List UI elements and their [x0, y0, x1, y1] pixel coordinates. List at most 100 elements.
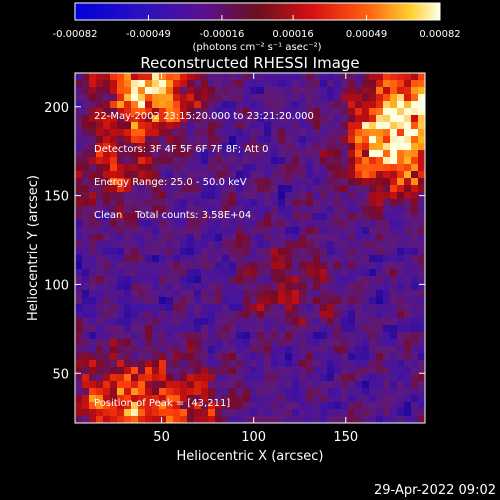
heatmap-cell: [208, 234, 216, 242]
heatmap-cell: [250, 192, 258, 200]
heatmap-cell: [376, 374, 384, 382]
heatmap-cell: [152, 206, 160, 214]
heatmap-cell: [341, 374, 349, 382]
heatmap-cell: [131, 290, 139, 298]
heatmap-cell: [215, 122, 223, 130]
heatmap-cell: [327, 143, 335, 151]
heatmap-cell: [96, 276, 104, 284]
heatmap-cell: [411, 276, 419, 284]
heatmap-cell: [376, 395, 384, 403]
heatmap-cell: [222, 311, 230, 319]
heatmap-cell: [208, 185, 216, 193]
heatmap-cell: [334, 80, 342, 88]
heatmap-cell: [397, 290, 405, 298]
heatmap-cell: [222, 101, 230, 109]
heatmap-cell: [264, 276, 272, 284]
heatmap-cell: [173, 227, 181, 235]
heatmap-cell: [173, 283, 181, 291]
heatmap-cell: [327, 402, 335, 410]
heatmap-cell: [292, 269, 300, 277]
heatmap-cell: [292, 213, 300, 221]
heatmap-cell: [166, 290, 174, 298]
heatmap-cell: [341, 206, 349, 214]
heatmap-cell: [299, 255, 307, 263]
colorbar-tick-label: -0.00016: [199, 29, 244, 40]
heatmap-cell: [96, 185, 104, 193]
heatmap-cell: [208, 290, 216, 298]
heatmap-cell: [320, 290, 328, 298]
heatmap-cell: [355, 395, 363, 403]
heatmap-cell: [390, 178, 398, 186]
heatmap-cell: [306, 332, 314, 340]
heatmap-cell: [383, 283, 391, 291]
heatmap-cell: [96, 150, 104, 158]
heatmap-cell: [208, 283, 216, 291]
heatmap-cell: [124, 332, 132, 340]
heatmap-cell: [236, 164, 244, 172]
heatmap-cell: [250, 108, 258, 116]
heatmap-cell: [334, 87, 342, 95]
heatmap-cell: [138, 262, 146, 270]
heatmap-cell: [257, 227, 265, 235]
heatmap-cell: [383, 262, 391, 270]
heatmap-cell: [75, 395, 83, 403]
heatmap-cell: [306, 143, 314, 151]
heatmap-cell: [201, 213, 209, 221]
heatmap-cell: [145, 248, 153, 256]
heatmap-cell: [180, 255, 188, 263]
heatmap-cell: [89, 115, 97, 123]
heatmap-cell: [390, 234, 398, 242]
heatmap-cell: [355, 157, 363, 165]
heatmap-cell: [166, 199, 174, 207]
heatmap-cell: [159, 248, 167, 256]
heatmap-cell: [327, 129, 335, 137]
heatmap-cell: [404, 297, 412, 305]
heatmap-cell: [201, 290, 209, 298]
heatmap-cell: [278, 227, 286, 235]
heatmap-cell: [313, 122, 321, 130]
heatmap-cell: [110, 346, 118, 354]
heatmap-cell: [110, 171, 118, 179]
heatmap-cell: [215, 157, 223, 165]
heatmap-cell: [236, 318, 244, 326]
heatmap-cell: [215, 185, 223, 193]
heatmap-cell: [334, 150, 342, 158]
heatmap-cell: [187, 185, 195, 193]
heatmap-cell: [208, 311, 216, 319]
heatmap-cell: [271, 255, 279, 263]
heatmap-cell: [96, 164, 104, 172]
heatmap-cell: [341, 332, 349, 340]
heatmap-cell: [96, 360, 104, 368]
heatmap-cell: [285, 87, 293, 95]
heatmap-cell: [271, 122, 279, 130]
heatmap-cell: [355, 290, 363, 298]
heatmap-cell: [383, 318, 391, 326]
heatmap-cell: [187, 346, 195, 354]
heatmap-cell: [250, 171, 258, 179]
heatmap-cell: [173, 304, 181, 312]
heatmap-cell: [376, 213, 384, 221]
heatmap-cell: [236, 381, 244, 389]
heatmap-cell: [236, 416, 244, 424]
heatmap-cell: [166, 360, 174, 368]
heatmap-cell: [320, 129, 328, 137]
heatmap-cell: [278, 381, 286, 389]
heatmap-cell: [327, 136, 335, 144]
heatmap-cell: [418, 150, 426, 158]
heatmap-cell: [173, 276, 181, 284]
heatmap-cell: [348, 227, 356, 235]
heatmap-cell: [215, 353, 223, 361]
heatmap-cell: [362, 290, 370, 298]
heatmap-cell: [334, 143, 342, 151]
heatmap-cell: [138, 374, 146, 382]
heatmap-cell: [166, 213, 174, 221]
colorbar-units-label: (photons cm⁻² s⁻¹ asec⁻²): [192, 42, 321, 53]
heatmap-cell: [411, 157, 419, 165]
heatmap-cell: [418, 276, 426, 284]
heatmap-cell: [271, 346, 279, 354]
heatmap-cell: [89, 122, 97, 130]
heatmap-cell: [348, 304, 356, 312]
heatmap-cell: [138, 157, 146, 165]
heatmap-cell: [327, 157, 335, 165]
heatmap-cell: [334, 136, 342, 144]
